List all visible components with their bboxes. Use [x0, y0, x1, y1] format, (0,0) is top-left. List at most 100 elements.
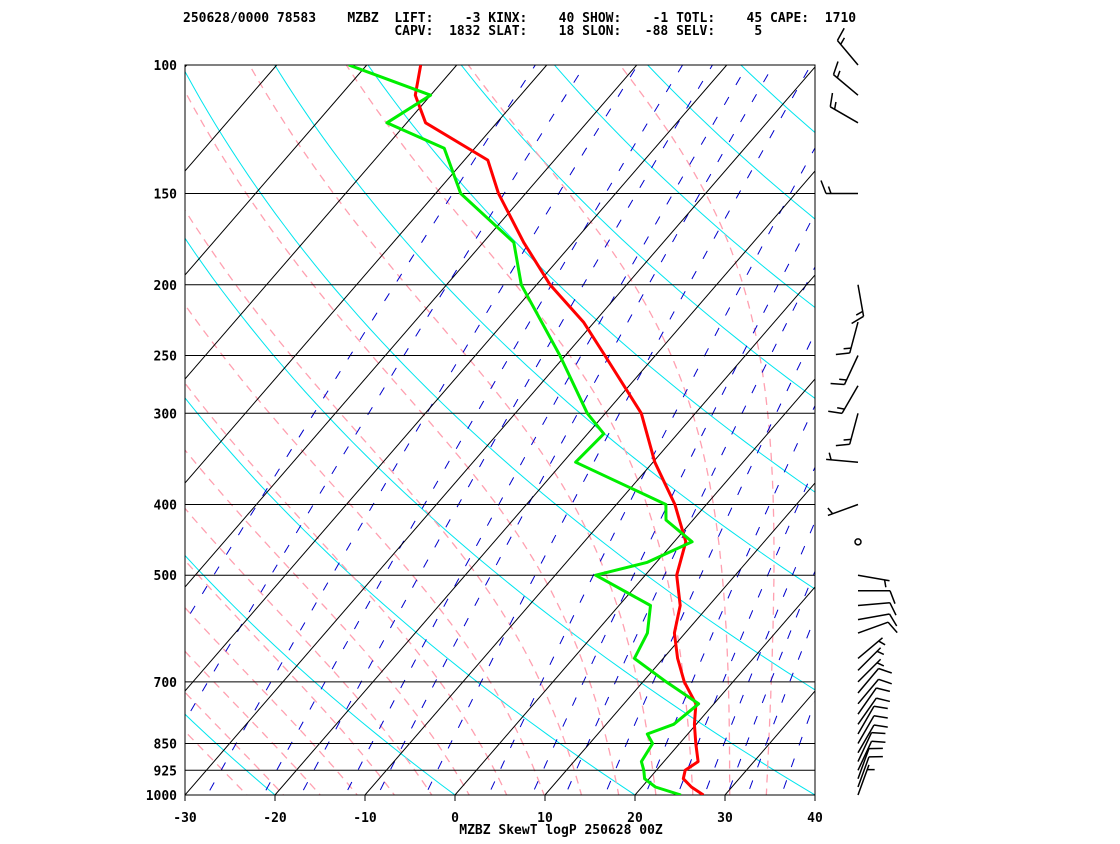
wind-barb: [826, 498, 858, 516]
dry-adiabat-line: [81, 49, 841, 811]
moist-adiabat-line: [620, 65, 774, 811]
wind-barb-full: [874, 702, 888, 713]
wind-barb-full: [890, 591, 895, 604]
wind-barb-full: [872, 728, 886, 738]
moist-adiabat-line: [0, 65, 334, 811]
pressure-tick-label: 200: [154, 279, 178, 294]
wind-barb-full: [876, 684, 890, 696]
wind-barb-half: [856, 311, 863, 315]
mixing-ratio-line: [672, 49, 1015, 811]
mixing-ratio-line: [598, 49, 959, 811]
wind-barb-full: [874, 721, 888, 732]
dry-adiabat-line: [908, 49, 1120, 811]
moist-adiabat-line: [9, 65, 514, 811]
dry-adiabat-line: [632, 49, 1120, 811]
pressure-tick-label: 1000: [146, 789, 177, 804]
dry-adiabat-line: [0, 49, 476, 811]
wind-barb: [857, 575, 890, 587]
isotherm-line: [0, 65, 97, 795]
pressure-tick-label: 100: [154, 59, 178, 74]
mixing-ratio-line: [525, 49, 903, 811]
wind-barb: [858, 648, 886, 676]
moist-adiabat-line: [0, 65, 478, 811]
wind-barb-half: [883, 580, 887, 587]
moist-adiabat-line: [171, 65, 621, 811]
isotherm-line: [365, 65, 997, 795]
wind-barb-half: [828, 507, 833, 514]
wind-barb-staff: [858, 749, 869, 779]
isotherm-line: [0, 65, 367, 795]
isotherm-line: [185, 65, 817, 795]
mixing-ratio-line: [199, 49, 648, 811]
wind-barb-full: [872, 737, 886, 747]
mixing-ratio-line: [742, 49, 1068, 811]
wind-barb-full: [879, 675, 892, 687]
wind-barb-full: [869, 744, 883, 753]
wind-barb-half: [829, 187, 832, 194]
wind-barb-full: [831, 379, 845, 389]
moist-adiabat-line: [0, 65, 406, 811]
wind-barb-full: [869, 752, 883, 761]
wind-barb-full: [834, 28, 847, 40]
moist-adiabat-line: [0, 65, 262, 811]
mixing-ratio-line: [418, 49, 820, 811]
dry-adiabat-line: [0, 49, 659, 811]
isotherm-line: [455, 65, 1087, 795]
wind-barb: [830, 61, 867, 95]
pressure-tick-label: 850: [154, 737, 178, 752]
mixing-ratio-line: [293, 49, 722, 811]
wind-barb-full: [876, 694, 890, 706]
isotherm-line: [725, 65, 1120, 795]
wind-barb: [836, 410, 858, 449]
dry-adiabat-line: [357, 49, 1120, 811]
wind-barb-full: [890, 602, 896, 615]
moist-adiabat-line: [0, 65, 298, 811]
wind-barbs-group: [821, 28, 897, 797]
isotherm-line: [0, 65, 7, 795]
wind-barb: [836, 319, 858, 358]
wind-barb-half: [829, 453, 832, 460]
temperature-tick-label: 10: [537, 811, 553, 826]
pressure-tick-label: 150: [154, 188, 178, 203]
header-line-2: CAPV: 1832 SLAT: 18 SLON: -88 SELV: 5: [183, 24, 762, 39]
temperature-tick-label: -10: [353, 811, 377, 826]
dry-adiabat-line: [540, 49, 1120, 811]
temperature-tick-label: 40: [807, 811, 823, 826]
isotherm-line: [815, 65, 1120, 795]
wind-barb-full: [836, 441, 850, 449]
temperature-tick-label: 0: [451, 811, 459, 826]
temperature-tick-label: 20: [627, 811, 643, 826]
temperature-tick-label: 30: [717, 811, 733, 826]
wind-barb: [858, 613, 897, 632]
wind-barb: [834, 28, 868, 65]
isotherm-line: [545, 65, 1120, 795]
pressure-tick-label: 300: [154, 407, 178, 422]
moist-adiabat-line: [107, 65, 585, 811]
wind-barb-full: [874, 711, 888, 722]
mixing-ratio-line: [72, 49, 546, 811]
isotherm-line: [635, 65, 1120, 795]
pressure-tick-label: 925: [154, 764, 177, 779]
wind-barb-staff: [858, 757, 869, 787]
wind-barb: [826, 93, 865, 123]
temperature-profile-line: [415, 65, 703, 795]
dry-adiabat-line: [724, 49, 1120, 811]
dry-adiabat-line: [816, 49, 1120, 811]
temperature-tick-label: -30: [173, 811, 197, 826]
wind-barb: [845, 285, 864, 324]
pressure-tick-label: 500: [154, 569, 178, 584]
wind-barb-calm: [855, 539, 861, 545]
wind-barb-full: [821, 181, 826, 194]
isotherm-line: [0, 65, 277, 795]
dry-adiabat-line: [0, 49, 111, 811]
pressure-tick-label: 400: [154, 499, 178, 514]
mixing-ratio-line: [776, 49, 1093, 811]
isotherm-line: [0, 65, 547, 795]
isotherm-line: [0, 65, 457, 795]
wind-barb: [826, 452, 858, 462]
isotherm-line: [95, 65, 727, 795]
wind-barb: [858, 659, 886, 687]
wind-barb-full: [888, 620, 897, 634]
